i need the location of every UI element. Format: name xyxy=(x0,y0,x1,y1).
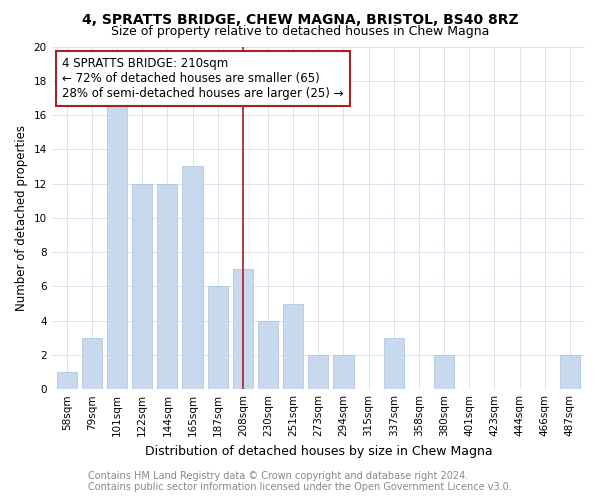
Bar xyxy=(157,184,178,389)
Bar xyxy=(107,98,127,389)
Y-axis label: Number of detached properties: Number of detached properties xyxy=(15,125,28,311)
Bar xyxy=(233,269,253,389)
Bar xyxy=(56,372,77,389)
Bar xyxy=(208,286,228,389)
Bar xyxy=(82,338,102,389)
Bar xyxy=(283,304,303,389)
Text: Contains HM Land Registry data © Crown copyright and database right 2024.
Contai: Contains HM Land Registry data © Crown c… xyxy=(88,471,512,492)
Bar xyxy=(258,320,278,389)
Bar xyxy=(334,355,353,389)
Text: 4, SPRATTS BRIDGE, CHEW MAGNA, BRISTOL, BS40 8RZ: 4, SPRATTS BRIDGE, CHEW MAGNA, BRISTOL, … xyxy=(82,12,518,26)
Bar xyxy=(308,355,328,389)
X-axis label: Distribution of detached houses by size in Chew Magna: Distribution of detached houses by size … xyxy=(145,444,492,458)
Bar xyxy=(384,338,404,389)
Bar xyxy=(132,184,152,389)
Bar xyxy=(434,355,454,389)
Text: Size of property relative to detached houses in Chew Magna: Size of property relative to detached ho… xyxy=(111,25,489,38)
Bar xyxy=(560,355,580,389)
Text: 4 SPRATTS BRIDGE: 210sqm
← 72% of detached houses are smaller (65)
28% of semi-d: 4 SPRATTS BRIDGE: 210sqm ← 72% of detach… xyxy=(62,57,344,100)
Bar xyxy=(182,166,203,389)
